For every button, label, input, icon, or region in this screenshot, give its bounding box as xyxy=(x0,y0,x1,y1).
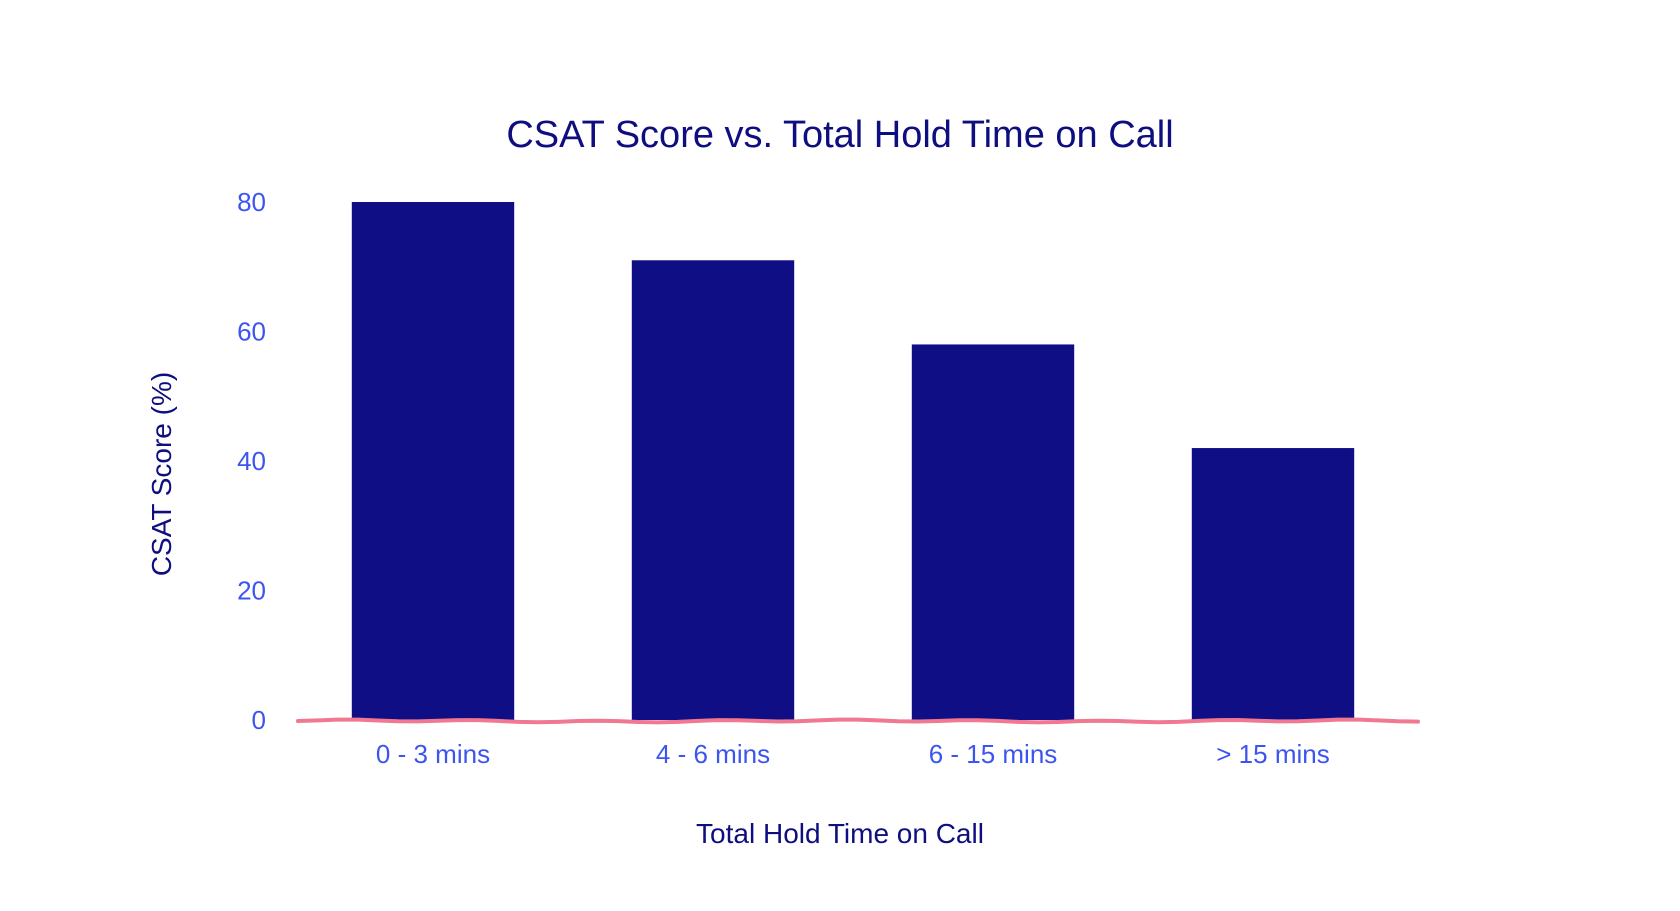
x-tick-label: > 15 mins xyxy=(1216,739,1329,769)
x-tick-label: 4 - 6 mins xyxy=(656,739,770,769)
chart-title: CSAT Score vs. Total Hold Time on Call xyxy=(506,114,1173,156)
bar xyxy=(631,260,795,720)
x-tick-label: 0 - 3 mins xyxy=(376,739,490,769)
y-tick-label: 0 xyxy=(252,705,266,735)
x-axis-ticks: 0 - 3 mins 4 - 6 mins 6 - 15 mins > 15 mins xyxy=(376,739,1330,769)
bar xyxy=(1191,448,1355,720)
x-tick-label: 6 - 15 mins xyxy=(929,739,1058,769)
y-axis-ticks: 0 20 40 60 80 xyxy=(237,187,266,735)
bar xyxy=(911,344,1075,720)
y-tick-label: 40 xyxy=(237,446,266,476)
x-axis-baseline xyxy=(296,717,1420,725)
bars xyxy=(351,202,1355,720)
y-tick-label: 60 xyxy=(237,317,266,347)
y-axis-title: CSAT Score (%) xyxy=(146,372,177,576)
bar xyxy=(351,202,515,720)
y-tick-label: 20 xyxy=(237,576,266,606)
y-tick-label: 80 xyxy=(237,187,266,217)
x-axis-title: Total Hold Time on Call xyxy=(696,818,984,849)
